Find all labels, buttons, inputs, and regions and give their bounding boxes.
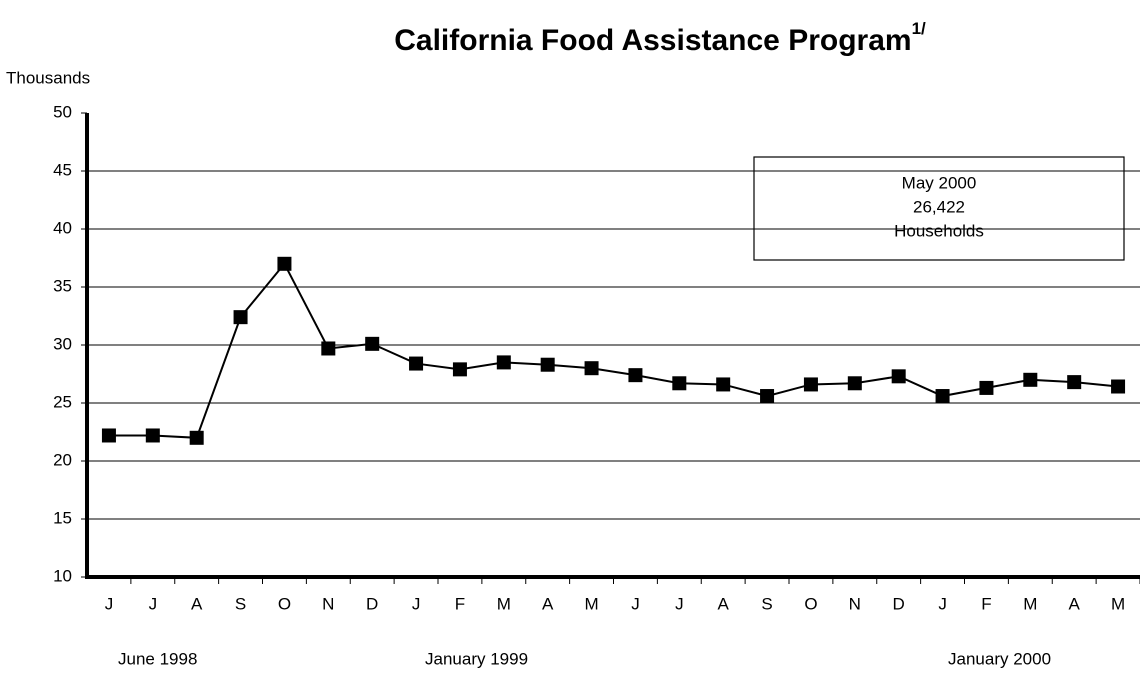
x-tick-label: J xyxy=(631,594,640,613)
y-tick-label: 10 xyxy=(53,566,72,585)
y-tick-label: 45 xyxy=(53,160,72,179)
x-tick-label: J xyxy=(412,594,421,613)
data-point xyxy=(540,357,555,372)
y-tick-label: 50 xyxy=(53,102,72,121)
period-label: January 1999 xyxy=(425,649,528,668)
x-tick-label: N xyxy=(322,594,334,613)
x-tick-label: M xyxy=(497,594,511,613)
x-tick-label: J xyxy=(675,594,684,613)
y-tick-label: 40 xyxy=(53,218,72,237)
y-tick-label: 30 xyxy=(53,334,72,353)
period-label: June 1998 xyxy=(118,649,197,668)
series-line xyxy=(108,261,1119,439)
x-tick-label: F xyxy=(981,594,991,613)
y-tick-label: 20 xyxy=(53,450,72,469)
data-point xyxy=(409,356,424,371)
x-tick-label: S xyxy=(761,594,772,613)
annotation-line: Households xyxy=(894,221,984,240)
data-point xyxy=(803,377,818,392)
x-tick-label: A xyxy=(542,594,554,613)
x-tick-label: J xyxy=(149,594,158,613)
x-tick-label: D xyxy=(893,594,905,613)
data-point xyxy=(672,376,687,391)
x-tick-label: N xyxy=(849,594,861,613)
data-point xyxy=(1023,372,1038,387)
data-point xyxy=(321,341,336,356)
data-point xyxy=(716,377,731,392)
x-tick-label: S xyxy=(235,594,246,613)
data-point xyxy=(847,376,862,391)
data-point xyxy=(1111,379,1126,394)
x-tick-label: F xyxy=(455,594,465,613)
chart-title-group: California Food Assistance Program1/ xyxy=(394,19,926,56)
data-point xyxy=(452,362,467,377)
y-tick-label: 15 xyxy=(53,508,72,527)
x-tick-label: O xyxy=(278,594,291,613)
x-tick-label: D xyxy=(366,594,378,613)
data-point xyxy=(233,310,248,325)
x-tick-label: A xyxy=(718,594,730,613)
x-tick-label: M xyxy=(1111,594,1125,613)
data-point xyxy=(760,389,775,404)
y-axis-label: Thousands xyxy=(6,68,90,87)
x-tick-label: M xyxy=(1023,594,1037,613)
data-point xyxy=(891,369,906,384)
period-label: January 2000 xyxy=(948,649,1051,668)
data-point xyxy=(145,428,160,443)
chart-title: California Food Assistance Program xyxy=(394,24,911,57)
x-tick-label: O xyxy=(804,594,817,613)
title-note: 1/ xyxy=(912,19,926,38)
data-point xyxy=(628,368,643,383)
x-tick-label: M xyxy=(584,594,598,613)
x-tick-label: J xyxy=(105,594,114,613)
annotation-line: 26,422 xyxy=(913,197,965,216)
data-point xyxy=(365,336,380,351)
data-point xyxy=(189,430,204,445)
data-point xyxy=(277,256,292,271)
data-point xyxy=(101,428,116,443)
data-point xyxy=(935,389,950,404)
y-tick-label: 35 xyxy=(53,276,72,295)
annotation-box xyxy=(753,156,1125,261)
x-tick-label: J xyxy=(938,594,947,613)
x-tick-label: A xyxy=(191,594,203,613)
annotation-line: May 2000 xyxy=(902,173,977,192)
data-point xyxy=(979,380,994,395)
x-tick-label: A xyxy=(1069,594,1081,613)
data-point xyxy=(584,361,599,376)
data-point xyxy=(496,355,511,370)
data-point xyxy=(1067,375,1082,390)
y-tick-label: 25 xyxy=(53,392,72,411)
